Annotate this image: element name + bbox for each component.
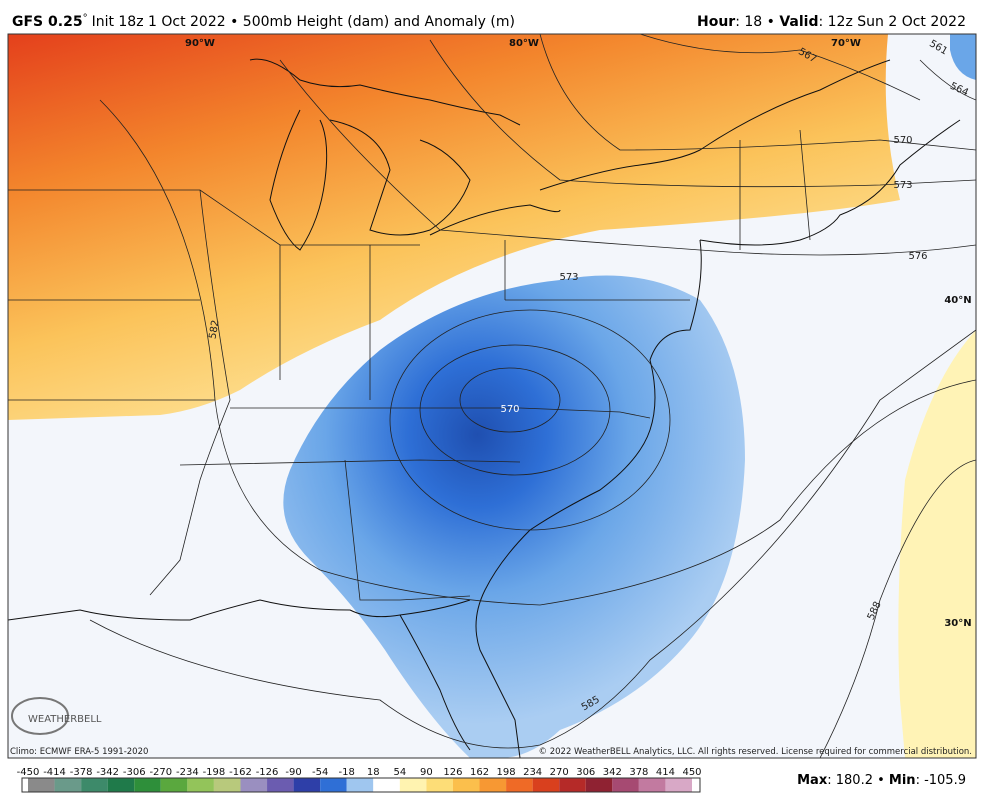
map: 90°W 80°W 70°W40°N30°N56756456157057357658…	[7, 33, 977, 759]
colorbar-cell	[293, 778, 321, 792]
cold-anomaly-ne	[950, 34, 976, 80]
colorbar-cell	[346, 778, 374, 792]
logo: WEATHERBELL	[11, 697, 102, 735]
max-label: Max	[797, 773, 828, 788]
colorbar-tick-label: 234	[523, 767, 542, 778]
colorbar-tick-label: 306	[576, 767, 595, 778]
colorbar-cell	[28, 778, 55, 792]
colorbar-cell	[240, 778, 268, 792]
colorbar-tick-label: -126	[256, 767, 279, 778]
stats: Max: 180.2 • Min: -105.9	[797, 773, 966, 788]
colorbar-cell	[426, 778, 453, 792]
max-value: 180.2	[836, 773, 873, 788]
logo-text: WEATHERBELL	[28, 714, 102, 725]
separator: •	[873, 773, 889, 788]
cold-anomaly	[283, 275, 745, 758]
colorbar-tick-label: 342	[603, 767, 622, 778]
colorbar-cell	[81, 778, 108, 792]
contour-label: 570	[500, 404, 519, 415]
colorbar-cell	[134, 778, 161, 792]
colorbar-cell	[585, 778, 613, 792]
colorbar-cell	[638, 778, 666, 792]
colorbar-cell	[373, 778, 400, 792]
colorbar-cell	[160, 778, 188, 792]
hour-label: Hour	[697, 14, 735, 30]
colorbar-tick-label: 450	[682, 767, 701, 778]
colorbar-tick-label: -450	[17, 767, 40, 778]
colorbar-cell	[187, 778, 214, 792]
header-right: Hour: 18 • Valid: 12z Sun 2 Oct 2022	[697, 14, 966, 30]
climo: Climo: ECMWF ERA-5 1991-2020	[10, 747, 148, 757]
colorbar-cell	[54, 778, 82, 792]
colorbar-cell	[267, 778, 294, 792]
colon: :	[827, 773, 836, 788]
contour-label: 573	[893, 180, 912, 191]
colorbar-tick-label: -162	[229, 767, 252, 778]
valid-value: : 12z Sun 2 Oct 2022	[818, 14, 966, 30]
map-frame	[7, 33, 977, 759]
colorbar-tick-label: 198	[497, 767, 516, 778]
colorbar-tick-label: 18	[367, 767, 380, 778]
colorbar-tick-label: -54	[312, 767, 328, 778]
contour-label: 573	[559, 272, 578, 283]
grid-label: 40°N	[944, 295, 971, 306]
colorbar-tick-label: 126	[443, 767, 462, 778]
colon: :	[916, 773, 925, 788]
colorbar: -450 -414 -378 -342 -306 -270 -234 -198 -162 -126…	[17, 767, 702, 793]
contour-label: 582	[207, 319, 221, 340]
colorbar-cell	[532, 778, 560, 792]
height-contours	[89, 34, 976, 758]
min-value: -105.9	[924, 773, 966, 788]
colorbar-cell	[399, 778, 427, 792]
colorbar-cell	[612, 778, 639, 792]
colorbar-tick-label: 414	[656, 767, 675, 778]
colorbar-cell	[213, 778, 241, 792]
model: GFS 0.25	[12, 14, 83, 30]
hour-value: : 18 •	[735, 14, 779, 30]
colorbar-cell	[665, 778, 692, 792]
header-left: GFS 0.25° Init 18z 1 Oct 2022 • 500mb Hei…	[12, 13, 515, 30]
grid-label: 30°N	[944, 618, 971, 629]
colorbar-cell	[479, 778, 507, 792]
grid-label: 70°W	[831, 38, 861, 49]
colorbar-tick-label: 90	[420, 767, 433, 778]
colorbar-cell	[506, 778, 533, 792]
degree: °	[83, 13, 88, 24]
colorbar-tick-label: -270	[149, 767, 172, 778]
colorbar-cell	[452, 778, 480, 792]
colorbar-cell	[107, 778, 135, 792]
colorbar-tick-label: -234	[176, 767, 199, 778]
colorbar-tick-label: 162	[470, 767, 489, 778]
colorbar-cell	[559, 778, 586, 792]
colorbar-tick-label: 270	[550, 767, 569, 778]
colorbar-tick-label: -198	[203, 767, 226, 778]
logo-swirl	[11, 697, 69, 735]
colorbar-tick-label: -414	[43, 767, 66, 778]
coastlines	[8, 58, 961, 758]
contour-label: 570	[893, 135, 912, 146]
copyright: © 2022 WeatherBELL Analytics, LLC. All r…	[539, 747, 972, 757]
colorbar-cell	[320, 778, 347, 792]
description: Init 18z 1 Oct 2022 • 500mb Height (dam)…	[92, 14, 515, 30]
grid-label: 80°W	[509, 38, 539, 49]
colorbar-tick-label: -378	[70, 767, 93, 778]
warm-anomaly-east	[898, 330, 976, 758]
warm-anomaly	[8, 34, 900, 420]
colorbar-tick-label: 378	[629, 767, 648, 778]
min-label: Min	[889, 773, 916, 788]
borders	[8, 129, 811, 601]
colorbar-tick-label: -306	[123, 767, 146, 778]
colorbar-tick-label: -18	[339, 767, 355, 778]
colorbar-tick-label: -90	[285, 767, 301, 778]
contour-label: 576	[908, 251, 927, 262]
colorbar-tick-label: 54	[393, 767, 406, 778]
grid-label: 90°W	[185, 38, 215, 49]
valid-label: Valid	[779, 14, 818, 30]
colorbar-tick-label: -342	[96, 767, 119, 778]
colorbar-frame	[21, 777, 701, 793]
